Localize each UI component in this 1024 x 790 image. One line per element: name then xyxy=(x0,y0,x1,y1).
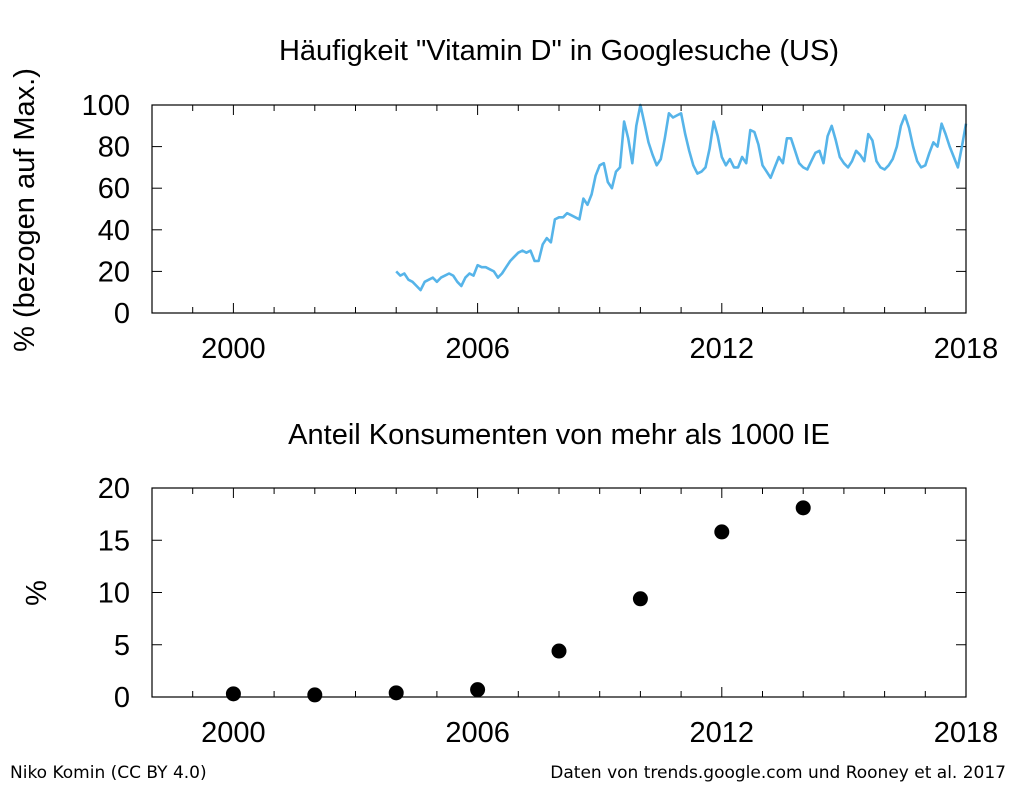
chart-bottom-plot-area xyxy=(225,500,811,703)
chart-top-series-line xyxy=(395,103,968,292)
chart-bottom-xtick-label: 2018 xyxy=(934,717,999,749)
chart-top-ytick-label: 40 xyxy=(98,215,130,247)
chart-top-plot-area xyxy=(395,103,968,292)
chart-bottom-data-point xyxy=(714,524,730,540)
chart-bottom-xtick-label: 2006 xyxy=(445,717,510,749)
chart-top-xtick-label: 2000 xyxy=(201,333,266,365)
chart-top-ylabel: % (bezogen auf Max.) xyxy=(9,68,41,352)
chart-top-ticks: 2000 2006 2012 2018 0 20 40 60 80 100 xyxy=(82,90,999,365)
chart-top-frame xyxy=(151,104,967,314)
chart-bottom-ticks: 2000 2006 2012 2018 0 5 10 15 20 xyxy=(98,473,999,749)
chart-top-ytick-label: 100 xyxy=(82,90,130,122)
chart-bottom-data-point xyxy=(795,500,811,516)
chart-top-ytick-label: 20 xyxy=(98,256,130,288)
credit-source: Daten von trends.google.com und Rooney e… xyxy=(550,763,1006,783)
chart-bottom-data-point xyxy=(551,643,567,659)
chart-bottom-xtick-label: 2012 xyxy=(690,717,755,749)
chart-bottom-data-point xyxy=(388,685,404,701)
chart-top-xtick-label: 2018 xyxy=(934,333,999,365)
chart-bottom-data-point xyxy=(225,686,241,702)
chart-bottom-ytick-label: 20 xyxy=(98,473,130,505)
chart-top-title: Häufigkeit "Vitamin D" in Googlesuche (U… xyxy=(279,35,839,67)
chart-top: Häufigkeit "Vitamin D" in Googlesuche (U… xyxy=(9,35,998,365)
credit-author: Niko Komin (CC BY 4.0) xyxy=(10,763,207,783)
chart-bottom-ytick-label: 0 xyxy=(114,682,130,714)
chart-bottom-ylabel: % xyxy=(21,580,53,606)
chart-bottom-title: Anteil Konsumenten von mehr als 1000 IE xyxy=(288,419,830,451)
chart-bottom-data-point xyxy=(307,687,323,703)
chart-bottom-ytick-label: 15 xyxy=(98,525,130,557)
chart-top-ytick-label: 80 xyxy=(98,132,130,164)
chart-top-xtick-label: 2006 xyxy=(445,333,510,365)
chart-bottom-data-point xyxy=(632,591,648,607)
chart-bottom-frame xyxy=(151,487,967,698)
chart-top-ytick-label: 0 xyxy=(114,298,130,330)
chart-bottom-ytick-label: 10 xyxy=(98,578,130,610)
chart-bottom-xtick-label: 2000 xyxy=(201,717,266,749)
chart-top-xtick-label: 2012 xyxy=(690,333,755,365)
chart-bottom: Anteil Konsumenten von mehr als 1000 IE … xyxy=(21,419,998,749)
chart-bottom-ytick-label: 5 xyxy=(114,630,130,662)
chart-top-ytick-label: 60 xyxy=(98,173,130,205)
chart-bottom-data-point xyxy=(470,682,486,698)
